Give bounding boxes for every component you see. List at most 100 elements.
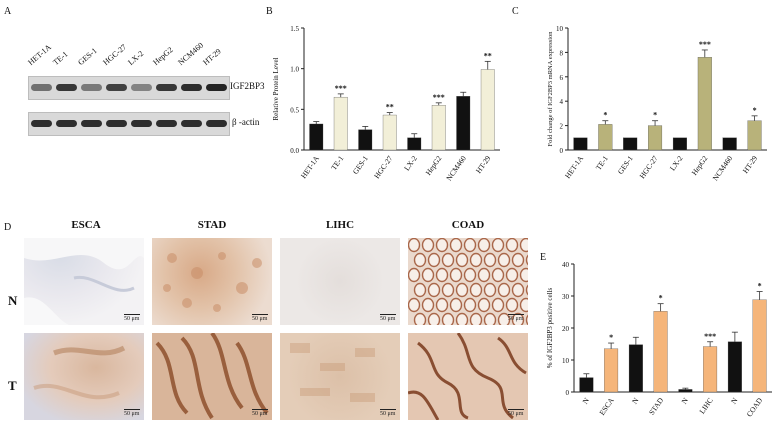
bar (598, 124, 613, 151)
scale-bar: 50 μm (380, 316, 396, 322)
x-tick-label: LX-2 (402, 154, 419, 173)
y-tick-label: 4 (560, 98, 564, 106)
y-tick-label: 10 (556, 25, 564, 33)
igf2bp3-band (81, 84, 102, 91)
ihc-col-lihc: LIHC (325, 219, 355, 231)
ihc-row-n: N (8, 293, 18, 308)
x-tick-label: GES-1 (616, 154, 635, 176)
y-tick-label: 1.0 (290, 66, 299, 74)
ihc-image-stad-normal: 50 μm (152, 238, 272, 325)
ihc-col-esca: ESCA (71, 219, 101, 231)
x-tick-label: HGC-27 (372, 154, 394, 181)
bar (579, 377, 594, 393)
bar (628, 344, 643, 393)
y-tick-label: 2 (560, 123, 564, 131)
actin-band (81, 120, 102, 127)
significance-label: *** (433, 93, 445, 102)
y-axis-label: % of IGF2BP3 positive cells (546, 287, 554, 368)
bar (678, 389, 693, 393)
scale-bar: 50 μm (508, 411, 524, 417)
x-tick-label: HGC-27 (638, 154, 660, 181)
igf2bp3-band (131, 84, 152, 91)
lane-label: NCM460 (176, 40, 206, 67)
bar (573, 137, 588, 151)
actin-blot (28, 112, 230, 136)
x-tick-label: NCM460 (711, 154, 735, 183)
y-tick-label: 0.0 (290, 147, 299, 155)
significance-label: * (653, 111, 657, 120)
bar (703, 346, 718, 393)
significance-label: *** (704, 332, 716, 341)
x-tick-label: HET-1A (563, 154, 585, 181)
actin-band (206, 120, 227, 127)
x-tick-label: TE-1 (594, 154, 610, 172)
ihc-image-lihc-tumor: 50 μm (280, 333, 400, 420)
y-tick-label: 0 (560, 147, 564, 155)
actin-band (181, 120, 202, 127)
actin-band (131, 120, 152, 127)
x-tick-label: STAD (647, 396, 666, 417)
lane-label: TE-1 (51, 49, 70, 67)
y-axis-label: Relative Protein Level (272, 57, 280, 120)
bar (480, 69, 495, 151)
ihc-image-coad-normal: 50 μm (408, 238, 528, 325)
ihc-row-t: T (8, 378, 17, 393)
actin-label: β -actin (232, 117, 260, 127)
actin-band (56, 120, 77, 127)
actin-band (156, 120, 177, 127)
x-tick-label: HepG2 (424, 154, 444, 177)
x-tick-label: LIHC (697, 396, 714, 415)
x-tick-label: NCM460 (444, 154, 468, 183)
scale-bar: 50 μm (252, 411, 268, 417)
panel-letter-e: E (540, 252, 547, 263)
actin-band (106, 120, 127, 127)
igf2bp3-label: IGF2BP3 (230, 81, 265, 91)
y-tick-label: 20 (562, 325, 570, 333)
significance-label: *** (699, 40, 711, 49)
scale-bar: 50 μm (380, 411, 396, 417)
y-tick-label: 10 (562, 357, 570, 365)
x-tick-label: ESCA (597, 396, 616, 417)
bar (672, 137, 687, 151)
ihc-col-stad: STAD (197, 219, 227, 231)
ihc-image-esca-tumor: 50 μm (24, 333, 144, 420)
lane-label: LX-2 (126, 48, 146, 67)
significance-label: * (609, 333, 613, 342)
bar (623, 137, 638, 151)
bar (431, 105, 446, 151)
significance-label: ** (386, 103, 394, 112)
protein-level-chart: 0.0 0.5 1.0 1.5 Relative Protein Level HET-1A… (272, 25, 500, 183)
bar (358, 129, 373, 151)
lane-label: HET-1A (26, 42, 53, 67)
bar (648, 125, 663, 151)
significance-label: * (753, 106, 757, 115)
scale-bar: 50 μm (508, 316, 524, 322)
scale-bar: 50 μm (252, 316, 268, 322)
panel-letter-c: C (512, 6, 519, 17)
lane-label: GES-1 (76, 46, 99, 67)
igf2bp3-band (31, 84, 52, 91)
igf2bp3-band (56, 84, 77, 91)
bar (333, 96, 348, 151)
significance-label: * (603, 111, 607, 120)
x-tick-label: HET-1A (299, 154, 321, 181)
bar (752, 299, 767, 393)
igf2bp3-band (181, 84, 202, 91)
lane-label: HGC-27 (101, 42, 129, 67)
ihc-image-coad-tumor: 50 μm (408, 333, 528, 420)
igf2bp3-band (156, 84, 177, 91)
bar (604, 348, 619, 393)
bar (697, 57, 712, 151)
x-tick-label: HT-29 (741, 154, 760, 175)
ihc-col-coad: COAD (451, 219, 485, 231)
lane-label: HT-29 (201, 46, 223, 67)
positive-cells-chart: 0 10 20 30 40 % of IGF2BP3 positive cells N * ES… (546, 261, 772, 419)
bar (747, 120, 762, 151)
ihc-image-stad-tumor: 50 μm (152, 333, 272, 420)
x-tick-label: TE-1 (329, 154, 345, 172)
bar (456, 96, 471, 151)
y-tick-label: 0 (566, 389, 570, 397)
panel-letter-d: D (4, 222, 12, 233)
x-tick-label: N (729, 396, 740, 406)
